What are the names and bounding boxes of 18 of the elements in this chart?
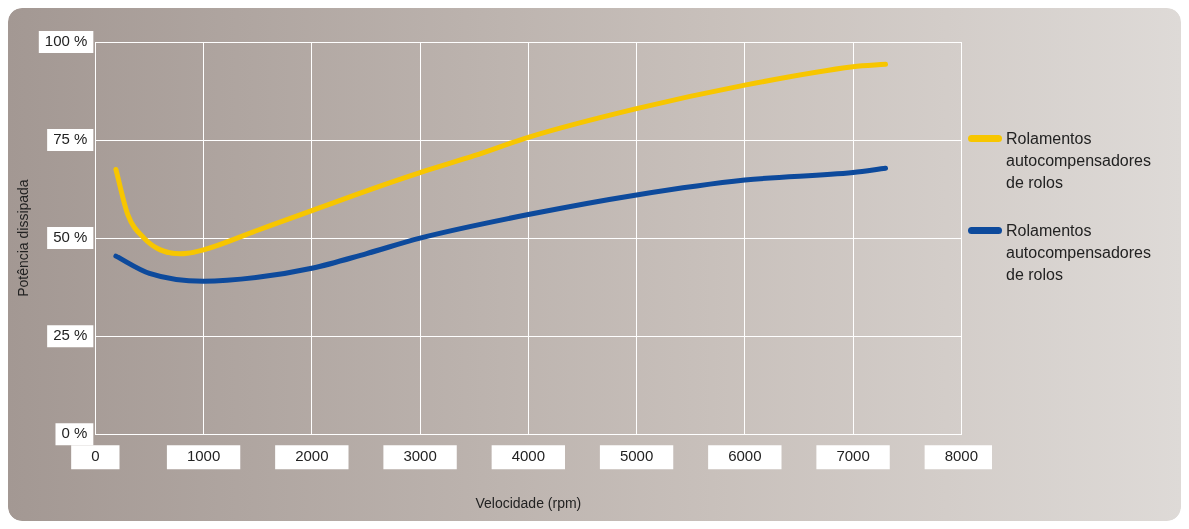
y-tick-label: 100 %: [44, 32, 88, 50]
y-tick-label: 50 %: [53, 228, 88, 246]
x-tick-label: 2000: [295, 447, 329, 465]
x-tick-label: 1000: [186, 447, 221, 465]
y-axis-title: Potência dissipada: [15, 179, 32, 297]
x-tick-label: 7000: [836, 447, 870, 465]
x-tick-label: 8000: [944, 447, 978, 465]
y-tick-label: 0 %: [61, 424, 88, 442]
x-tick-label: 5000: [619, 447, 654, 465]
x-tick-label: 6000: [728, 447, 762, 465]
y-tick-label: 75 %: [53, 130, 88, 148]
y-tick-label: 25 %: [53, 326, 88, 344]
x-axis-title: Velocidade (rpm): [475, 495, 582, 512]
x-tick-label: 0: [91, 447, 100, 465]
x-tick-label: 4000: [511, 447, 546, 465]
legend-label: Rolamentos autocompensadores de rolos: [1006, 129, 1152, 193]
legend-label: Rolamentos autocompensadores de rolos: [1006, 221, 1152, 285]
x-tick-label: 3000: [403, 447, 437, 465]
